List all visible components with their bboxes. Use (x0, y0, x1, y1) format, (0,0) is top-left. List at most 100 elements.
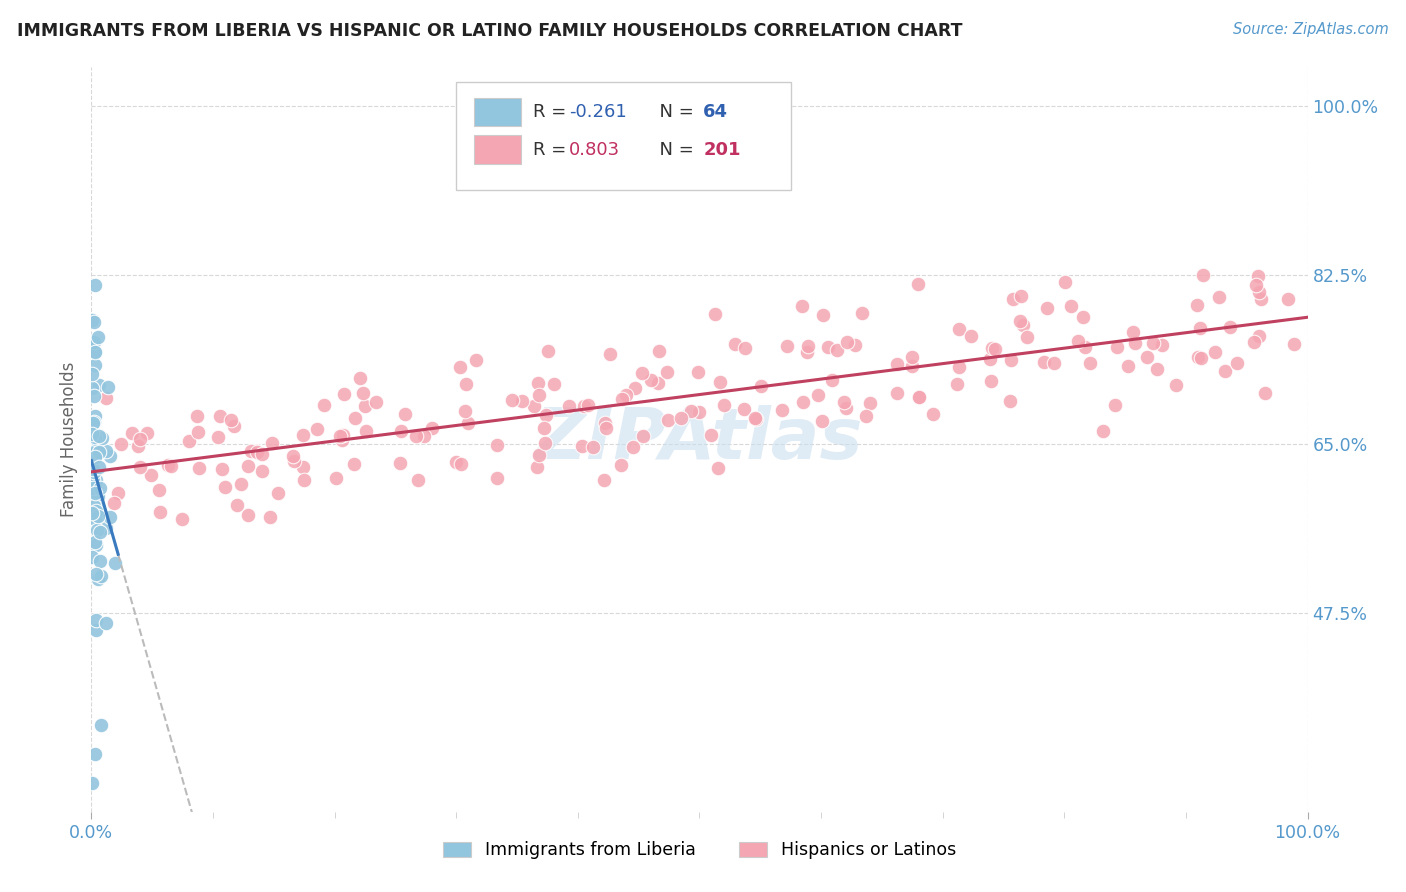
Point (457, 416, 479, 430)
Point (245, 443, 267, 458)
Point (84, 277, 107, 292)
Point (127, 439, 149, 453)
Point (1254, 385, 1277, 400)
Point (332, 386, 354, 401)
Point (281, 449, 304, 463)
Point (222, 418, 245, 433)
Point (94, 391, 117, 405)
Point (510, 394, 533, 409)
Point (571, 438, 593, 452)
Point (1208, 290, 1230, 304)
Point (1191, 268, 1213, 282)
Point (87, 572, 110, 586)
Point (835, 335, 858, 350)
Point (129, 460, 152, 475)
Point (797, 338, 820, 352)
Point (87, 429, 110, 443)
Point (186, 409, 208, 424)
Point (901, 359, 924, 374)
Point (1078, 355, 1101, 369)
Point (1187, 298, 1209, 312)
Point (250, 464, 273, 478)
Point (262, 436, 284, 450)
Point (229, 476, 252, 491)
FancyBboxPatch shape (474, 98, 520, 127)
Point (135, 426, 157, 441)
Point (214, 481, 236, 495)
Point (225, 498, 247, 512)
Point (211, 461, 233, 475)
Point (364, 394, 387, 409)
Point (94, 616, 117, 631)
Point (343, 411, 366, 425)
Point (82, 462, 104, 476)
Point (806, 388, 828, 402)
Point (80, 313, 103, 327)
Point (456, 377, 478, 392)
Point (98, 510, 121, 524)
Point (534, 408, 557, 422)
Point (104, 556, 127, 570)
Point (82, 447, 104, 461)
Point (811, 414, 834, 428)
Point (325, 471, 347, 485)
Point (527, 387, 550, 401)
Point (354, 399, 377, 413)
Point (90, 569, 112, 583)
Point (907, 277, 929, 292)
Point (454, 403, 477, 417)
Point (1033, 355, 1056, 369)
Point (283, 453, 305, 467)
Text: 64: 64 (703, 103, 728, 121)
Point (87, 459, 110, 474)
Point (80, 367, 103, 381)
Point (259, 510, 281, 524)
Point (149, 505, 172, 519)
Point (1001, 292, 1024, 306)
Point (87, 500, 110, 515)
Point (82, 335, 104, 350)
Point (631, 366, 654, 380)
Point (1071, 310, 1094, 325)
Point (834, 395, 856, 409)
Text: R =: R = (533, 141, 572, 159)
Point (543, 377, 565, 392)
Point (83, 430, 105, 444)
Point (640, 373, 662, 387)
Point (792, 299, 814, 313)
Text: N =: N = (648, 141, 700, 159)
Point (89, 554, 111, 568)
Point (1189, 351, 1212, 366)
Point (523, 399, 546, 413)
Point (1219, 319, 1241, 334)
Point (84, 358, 107, 372)
Text: 0.803: 0.803 (569, 141, 620, 159)
Point (107, 485, 129, 500)
Point (688, 405, 710, 419)
Point (405, 429, 427, 443)
Point (669, 411, 692, 425)
Point (855, 409, 877, 424)
Point (959, 328, 981, 343)
Point (1036, 301, 1059, 315)
Point (84, 567, 107, 582)
Point (655, 366, 678, 380)
Point (90, 717, 112, 731)
Point (291, 428, 314, 442)
Point (825, 343, 848, 358)
Text: R =: R = (533, 103, 572, 121)
Point (332, 428, 354, 442)
Point (84, 432, 107, 446)
Point (526, 460, 548, 475)
Point (83, 415, 105, 429)
Point (80, 469, 103, 483)
Point (624, 381, 647, 395)
Point (238, 458, 260, 473)
Point (84, 345, 107, 359)
Point (1213, 363, 1236, 377)
Point (450, 458, 472, 472)
Point (83, 465, 105, 479)
Point (621, 440, 644, 454)
Point (485, 437, 508, 451)
Point (1125, 336, 1147, 351)
